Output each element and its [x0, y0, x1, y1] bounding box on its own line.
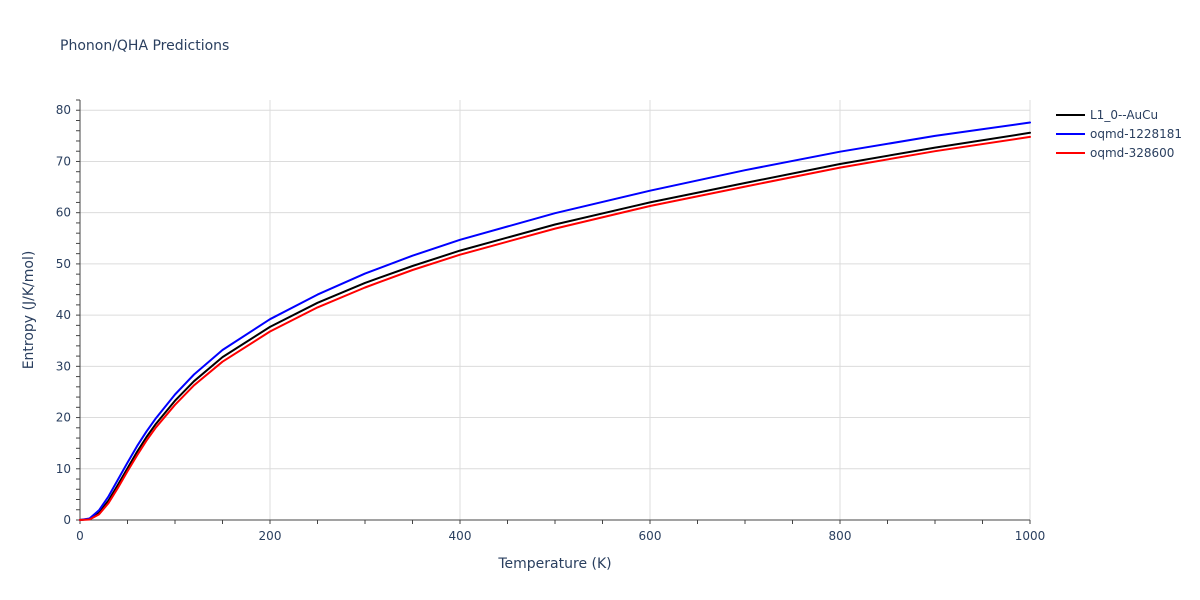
x-tick-label: 200 — [259, 529, 282, 543]
legend-label: oqmd-328600 — [1090, 146, 1174, 160]
legend-item-2[interactable]: oqmd-1228181 — [1056, 127, 1182, 141]
x-tick-label: 600 — [639, 529, 662, 543]
y-tick-label: 80 — [56, 103, 71, 117]
legend-label: L1_0--AuCu — [1090, 108, 1158, 122]
legend-item-1[interactable]: L1_0--AuCu — [1056, 108, 1158, 122]
y-tick-label: 50 — [56, 257, 71, 271]
legend-item-3[interactable]: oqmd-328600 — [1056, 146, 1174, 160]
series-line-3[interactable] — [79, 135, 1031, 521]
y-tick-label: 60 — [56, 206, 71, 220]
y-tick-label: 40 — [56, 308, 71, 322]
legend[interactable]: L1_0--AuCu oqmd-1228181 oqmd-328600 — [1056, 108, 1182, 160]
series-lines — [79, 121, 1031, 521]
y-tick-label: 0 — [63, 513, 71, 527]
series-line-2[interactable] — [79, 121, 1031, 521]
chart-title: Phonon/QHA Predictions — [60, 38, 229, 54]
x-tick-label: 800 — [829, 529, 852, 543]
axes: 0 200 400 600 800 1000 0 10 20 30 40 50 60 70 80 — [56, 99, 1046, 543]
y-tick-label: 10 — [56, 462, 71, 476]
x-axis-title: Temperature (K) — [497, 556, 611, 572]
series-line-1[interactable] — [79, 131, 1031, 521]
x-tick-label: 1000 — [1015, 529, 1046, 543]
grid — [80, 100, 1031, 520]
y-tick-label: 70 — [56, 154, 71, 168]
x-tick-label: 0 — [76, 529, 84, 543]
y-tick-label: 20 — [56, 411, 71, 425]
y-tick-label: 30 — [56, 359, 71, 373]
legend-label: oqmd-1228181 — [1090, 127, 1182, 141]
y-axis-title: Entropy (J/K/mol) — [21, 251, 37, 370]
x-tick-label: 400 — [449, 529, 472, 543]
